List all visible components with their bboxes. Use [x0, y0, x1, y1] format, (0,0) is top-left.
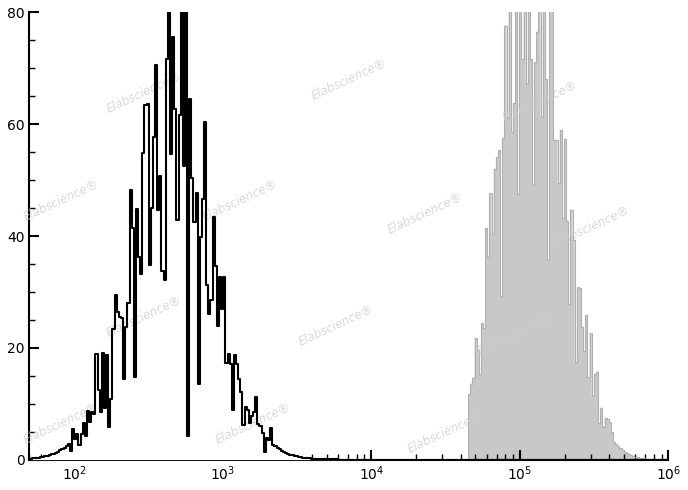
Text: Elabscience®: Elabscience®	[309, 56, 389, 102]
Text: Elabscience®: Elabscience®	[22, 177, 101, 223]
Text: Elabscience®: Elabscience®	[552, 204, 632, 250]
Text: Elabscience®: Elabscience®	[501, 79, 580, 125]
Text: Elabscience®: Elabscience®	[475, 311, 555, 358]
Text: Elabscience®: Elabscience®	[386, 191, 465, 237]
Text: Elabscience®: Elabscience®	[297, 302, 376, 348]
Text: Elabscience®: Elabscience®	[105, 294, 184, 340]
Text: Elabscience®: Elabscience®	[22, 401, 101, 447]
Text: Elabscience®: Elabscience®	[201, 177, 280, 223]
Text: Elabscience®: Elabscience®	[213, 401, 293, 447]
Text: Elabscience®: Elabscience®	[105, 70, 184, 116]
Text: Elabscience®: Elabscience®	[405, 410, 484, 456]
